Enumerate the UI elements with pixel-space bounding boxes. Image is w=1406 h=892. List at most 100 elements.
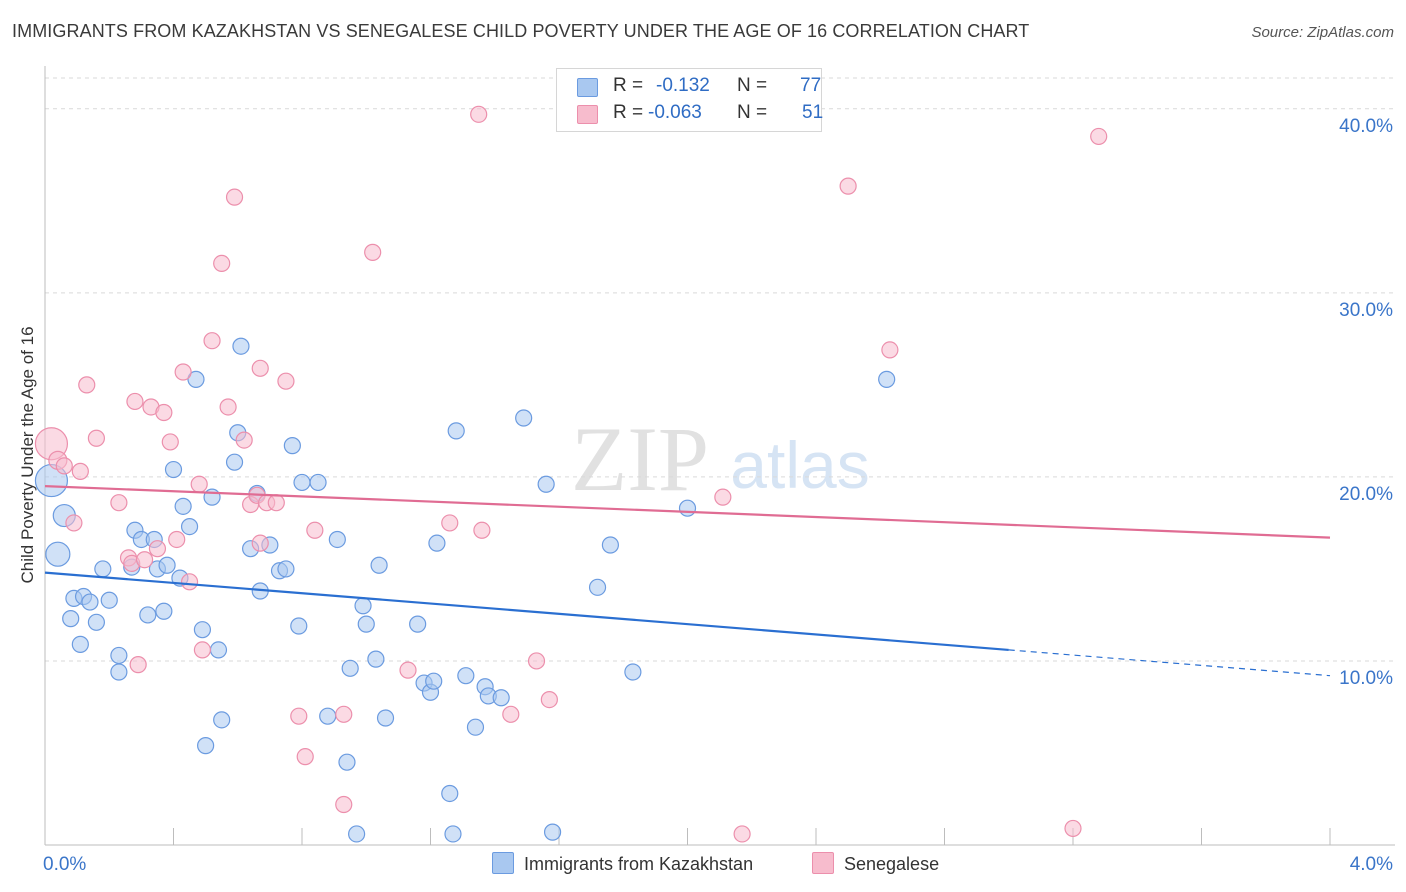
data-point-pink [213,254,231,273]
data-point-pink [296,748,314,766]
data-point-blue [370,556,388,574]
data-point-blue [409,615,427,633]
trend-line-blue [44,571,1009,652]
data-point-pink [441,514,459,532]
bottom-legend-label: Immigrants from Kazakhstan [524,854,754,874]
data-point-blue [441,784,459,803]
bottom-legend-swatch-pink [812,852,834,874]
data-point-pink [129,656,147,674]
data-point-pink [219,398,237,416]
trend-line-extension-blue [1008,649,1331,677]
data-point-pink [78,376,96,394]
data-point-blue [94,560,112,578]
data-point-blue [601,536,620,554]
legend-box: R = -0.132 N = 77 R = -0.063 N = 51 [556,68,824,132]
data-point-blue [45,541,71,567]
data-point-blue [209,641,228,659]
data-point-blue [139,606,157,624]
data-point-blue [187,370,205,388]
legend-r-value: -0.132 [656,75,710,96]
data-point-blue [588,578,607,596]
data-point-blue [678,499,697,517]
data-point-blue [354,597,372,615]
watermark-zip: ZIP [571,408,709,510]
data-point-blue [537,475,555,493]
data-point-blue [71,635,89,653]
data-point-blue [376,709,395,727]
bottom-legend-label: Senegalese [844,854,940,874]
data-point-blue [447,422,465,440]
data-point-blue [110,646,128,665]
data-point-pink [290,707,308,725]
y-tick-label: 40.0% [1339,116,1393,137]
data-point-pink [235,431,253,449]
data-point-blue [62,610,80,628]
data-point-blue [338,753,356,771]
data-point-blue [283,437,301,455]
data-point-pink [161,433,179,451]
data-point-blue [357,615,375,633]
data-point-blue [174,497,192,515]
data-point-blue [878,370,896,388]
y-tick-label: 10.0% [1339,668,1393,689]
data-point-blue [155,602,173,620]
data-point-blue [624,663,642,681]
data-point-pink [399,661,417,679]
data-point-blue [425,672,443,690]
watermark-atlas: atlas [730,428,869,502]
x-tick-label: 0.0% [43,854,86,875]
data-point-pink [364,243,382,261]
data-point-blue [492,689,510,707]
data-point-pink [87,429,106,447]
legend-n-value: 77 [800,75,822,96]
data-point-pink [251,534,269,552]
data-point-pink [180,573,199,591]
bottom-legend-swatch-blue [492,852,514,874]
data-point-pink [168,530,186,549]
data-point-blue [293,473,311,492]
data-point-pink [733,825,751,843]
data-point-blue [193,621,212,639]
data-point-pink [225,188,244,206]
x-tick-label: 4.0% [1350,854,1393,875]
data-point-blue [232,337,250,355]
trend-line-pink [44,485,1331,539]
legend-swatch-blue [577,78,598,97]
data-point-pink [203,332,221,350]
data-point-pink [267,494,285,512]
data-point-blue [328,530,346,549]
data-point-pink [306,521,324,539]
data-point-blue [110,663,128,681]
data-point-pink [470,105,488,123]
data-point-blue [367,650,385,668]
data-point-blue [428,534,446,552]
chart-title: IMMIGRANTS FROM KAZAKHSTAN VS SENEGALESE… [12,21,1030,41]
legend-n-label: N = [737,75,768,96]
data-point-blue [457,667,475,685]
data-point-blue [444,825,462,843]
legend-n-value: 51 [802,102,824,123]
data-point-pink [1064,819,1082,838]
data-point-pink [251,359,269,377]
data-point-pink [174,363,192,381]
data-point-blue [100,591,118,609]
legend-swatch-pink [577,105,598,124]
data-point-pink [335,705,353,723]
data-point-pink [65,514,83,532]
data-point-blue [180,517,199,536]
y-tick-label: 20.0% [1339,484,1393,505]
data-point-pink [135,551,154,569]
data-point-pink [71,462,89,480]
data-point-pink [335,795,353,814]
data-point-blue [225,453,244,471]
data-point-blue [543,823,562,841]
data-point-pink [148,540,167,558]
data-point-blue [81,593,99,611]
bottom-legend-senegalese: Senegalese [812,852,939,875]
data-point-blue [213,711,231,729]
data-point-pink [502,705,520,723]
data-point-blue [466,718,485,736]
data-point-pink [55,457,73,475]
data-point-pink [473,521,491,539]
